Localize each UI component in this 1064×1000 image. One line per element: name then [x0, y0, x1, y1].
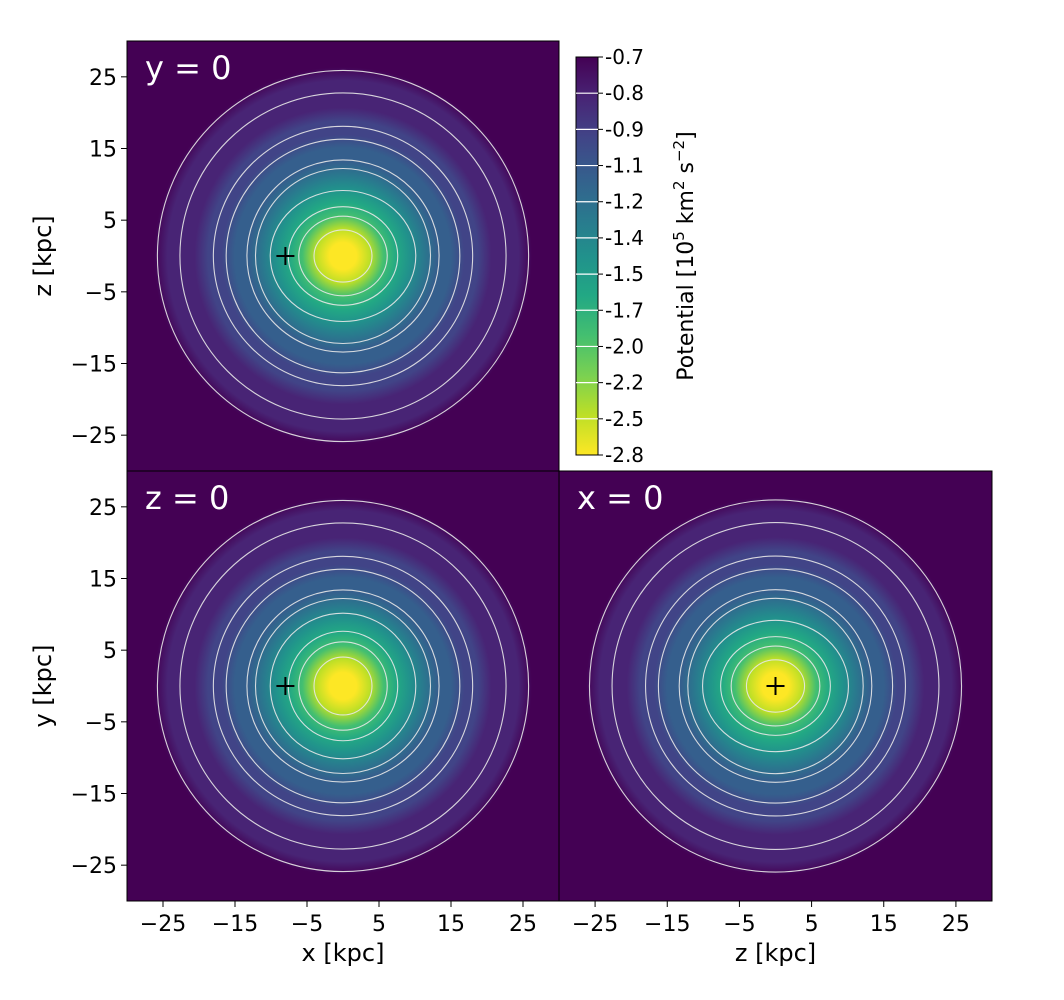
- contour-line: [269, 612, 417, 760]
- colorbar-tick-label: -2.2: [605, 371, 644, 395]
- panel-title: z = 0: [145, 479, 229, 517]
- panel-title: x = 0: [577, 479, 663, 517]
- x-tick-label: −25: [140, 912, 186, 937]
- y-tick-label: −25: [71, 854, 117, 879]
- y-tick-label: −15: [71, 353, 117, 378]
- sun-marker: [276, 247, 295, 265]
- y-tick-label: 5: [103, 209, 117, 234]
- y-tick-label: −25: [71, 424, 117, 449]
- contour-line: [246, 159, 440, 353]
- y-tick-label: −15: [71, 783, 117, 808]
- x-tick-label: −5: [291, 912, 323, 937]
- y-tick-label: −5: [85, 711, 117, 736]
- colorbar-tick-label: -0.7: [605, 45, 644, 69]
- y-tick-label: 25: [89, 66, 117, 91]
- sun-marker: [276, 677, 295, 695]
- colorbar-tick-label: -0.9: [605, 117, 644, 141]
- contour-line: [269, 189, 417, 323]
- x-axis-label: z [kpc]: [735, 939, 816, 967]
- panel-y-equals-0: y = 0 25 15 5 −5 −15 −25 z [kpc]: [29, 40, 560, 472]
- colorbar-tick-label: -2.8: [605, 443, 644, 467]
- contour-line: [212, 555, 474, 817]
- colorbar-tick-label: -1.2: [605, 190, 644, 214]
- y-axis-label: y [kpc]: [29, 645, 57, 728]
- contour-line: [254, 167, 432, 345]
- contour-line: [156, 69, 530, 443]
- contour-line: [225, 568, 461, 804]
- y-tick-label: 5: [103, 639, 117, 664]
- contour-line: [313, 229, 373, 283]
- contour-line: [225, 138, 461, 374]
- contour-line: [687, 597, 864, 775]
- colorbar-tick-label: -0.8: [605, 81, 644, 105]
- y-tick-label: 15: [89, 568, 117, 593]
- contour-line: [611, 522, 940, 850]
- contour-line: [313, 656, 373, 716]
- x-tick-label: 25: [942, 912, 970, 937]
- x-tick-label: −5: [723, 912, 755, 937]
- contour-line: [644, 555, 907, 817]
- contour-line: [298, 641, 388, 731]
- colorbar-label: Potential [105 km2 s−2]: [670, 131, 699, 380]
- panel-frame: [558, 470, 993, 902]
- colorbar: -0.7 -0.8 -0.9 -1.1 -1.2 -1.4 -1.5 -1.7 -2.0 -2.2…: [575, 45, 699, 467]
- contour-line: [246, 589, 440, 783]
- colorbar-gradient: [575, 56, 599, 456]
- colorbar-tick-label: -2.0: [605, 334, 644, 358]
- contour-line: [730, 645, 821, 727]
- y-axis-label: z [kpc]: [29, 215, 57, 296]
- panel-title: y = 0: [145, 49, 231, 87]
- colorbar-tick-label: -1.7: [605, 298, 644, 322]
- contour-line: [701, 619, 850, 753]
- contour-line: [720, 636, 831, 736]
- x-tick-label: 15: [437, 912, 465, 937]
- contour-line: [298, 215, 388, 297]
- contour-line: [179, 522, 507, 850]
- colorbar-ticks: -0.7 -0.8 -0.9 -1.1 -1.2 -1.4 -1.5 -1.7 -2.0 -2.2…: [576, 45, 644, 467]
- x-tick-label: 25: [509, 912, 537, 937]
- contour-line: [745, 659, 806, 713]
- x-tick-label: −15: [212, 912, 258, 937]
- contour-line: [156, 499, 530, 873]
- colorbar-tick-label: -1.5: [605, 262, 644, 286]
- panel-x-equals-0: x = 0 −25 −15 −5 5 15 25 z [kpc]: [558, 470, 993, 967]
- x-tick-label: 15: [870, 912, 898, 937]
- colorbar-tick-label: -1.1: [605, 154, 644, 178]
- contour-line: [179, 92, 507, 420]
- contour-line: [212, 125, 474, 387]
- contour-lines: [156, 499, 530, 873]
- x-tick-label: 5: [372, 912, 386, 937]
- x-tick-label: 5: [805, 912, 819, 937]
- colorbar-tick-label: -2.5: [605, 407, 644, 431]
- potential-heatmap: [127, 471, 559, 901]
- contour-line: [657, 568, 894, 804]
- contour-lines: [156, 69, 530, 443]
- x-tick-label: −25: [572, 912, 618, 937]
- sun-marker: [766, 677, 785, 695]
- contour-line: [588, 499, 963, 873]
- contour-line: [678, 589, 873, 783]
- potential-heatmap: [127, 41, 559, 471]
- y-tick-label: 25: [89, 496, 117, 521]
- colorbar-tick-label: -1.4: [605, 226, 644, 250]
- x-tick-label: −15: [644, 912, 690, 937]
- contour-lines: [588, 499, 963, 873]
- y-tick-label: 15: [89, 138, 117, 163]
- y-tick-label: −5: [85, 281, 117, 306]
- panel-z-equals-0: z = 0 −25 −15 −5 5 15 25 25 15 5 −5 −15 −25 x [kpc] y …: [29, 470, 560, 967]
- x-axis-label: x [kpc]: [302, 939, 385, 967]
- contour-line: [254, 597, 432, 775]
